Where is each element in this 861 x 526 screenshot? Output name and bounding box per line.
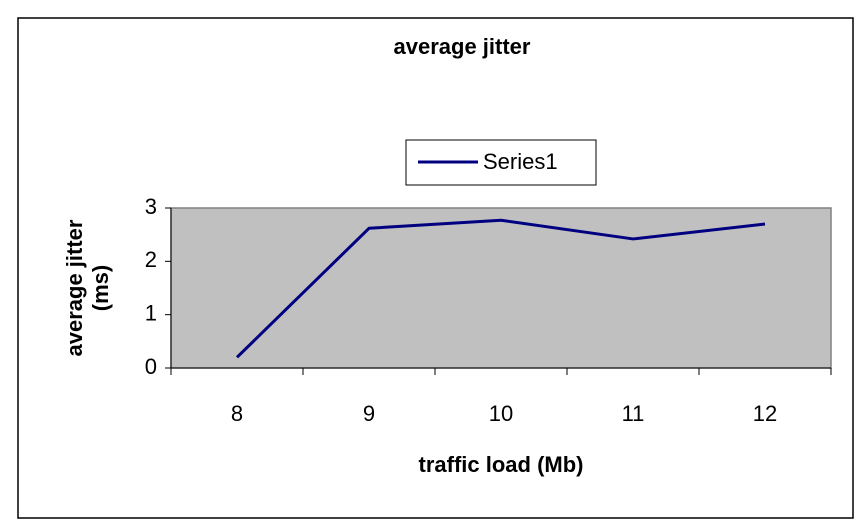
y-tick-label: 2 bbox=[145, 247, 157, 272]
x-tick-label: 10 bbox=[489, 401, 513, 426]
y-axis-label-line: average jitter bbox=[62, 219, 87, 356]
legend-box bbox=[405, 139, 597, 186]
y-tick-label: 1 bbox=[145, 300, 157, 325]
legend-label: Series1 bbox=[483, 149, 558, 174]
x-axis-label: traffic load (Mb) bbox=[419, 452, 584, 477]
plot-area bbox=[170, 207, 832, 369]
x-tick-label: 11 bbox=[622, 401, 645, 426]
y-tick-label: 3 bbox=[145, 194, 157, 219]
x-tick-label: 9 bbox=[363, 401, 375, 426]
y-axis-label-line: (ms) bbox=[88, 265, 113, 311]
series-line bbox=[235, 218, 766, 359]
y-tick-label: 0 bbox=[145, 354, 157, 379]
chart-title: average jitter bbox=[394, 34, 531, 59]
y-axis-label: average jitter (ms) bbox=[62, 219, 113, 356]
x-tick-label: 12 bbox=[753, 401, 777, 426]
x-tick-label: 8 bbox=[231, 401, 243, 426]
